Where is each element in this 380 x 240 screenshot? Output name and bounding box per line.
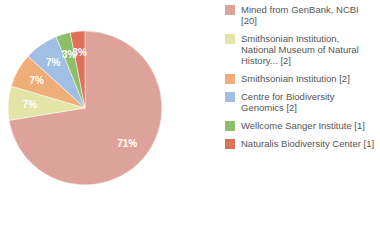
legend-label: Mined from GenBank, NCBI[20]	[241, 4, 359, 26]
data-label: 7%	[46, 57, 61, 68]
legend-label: Centre for BiodiversityGenomics [2]	[241, 91, 335, 113]
legend-swatch	[225, 74, 235, 84]
data-label: 3%	[72, 47, 87, 58]
legend-swatch	[225, 92, 235, 102]
legend-label: Naturalis Biodiversity Center [1]	[241, 138, 374, 149]
chart: 71%7%7%7%3%3%Mined from GenBank, NCBI[20…	[0, 0, 380, 240]
data-label: 7%	[29, 75, 44, 86]
legend-swatch	[225, 121, 235, 131]
legend-swatch	[225, 5, 235, 15]
legend-swatch	[225, 139, 235, 149]
data-label: 7%	[22, 99, 37, 110]
data-label: 71%	[117, 138, 137, 149]
pie-slice	[9, 31, 162, 185]
legend-label: Wellcome Sanger Institute [1]	[241, 120, 365, 131]
legend-label: Smithsonian Institution,National Museum …	[241, 33, 359, 66]
pie-slice	[70, 31, 85, 108]
legend-swatch	[225, 34, 235, 44]
legend: Mined from GenBank, NCBI[20] Smithsonian …	[225, 4, 374, 149]
pie: 71%7%7%7%3%3%	[8, 31, 162, 185]
legend-label: Smithsonian Institution [2]	[241, 73, 350, 84]
